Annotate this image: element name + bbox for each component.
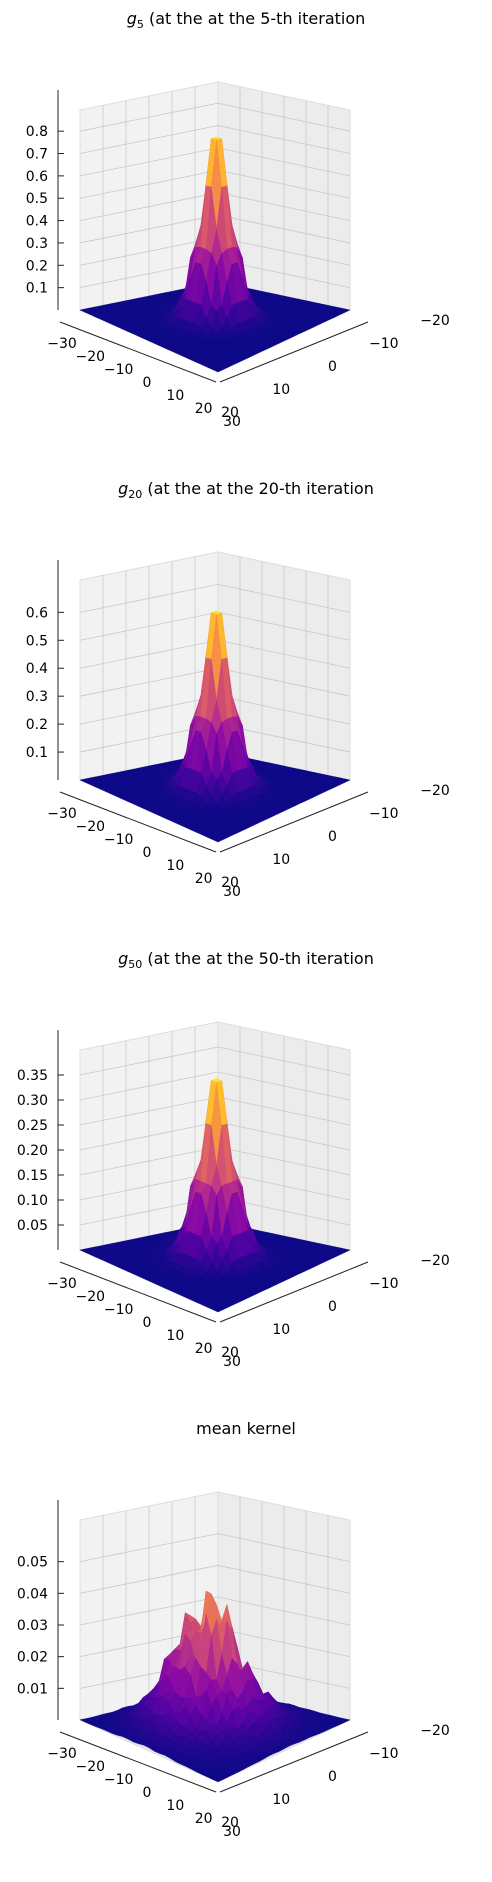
z-tick-label: 0.1 [26, 281, 48, 297]
z-tick-label: 0.35 [17, 1068, 48, 1084]
chart-title: g50 (at the at the 50-th iteration [118, 949, 374, 971]
z-tick-label: 0.20 [17, 1143, 48, 1159]
surface-plot-2: g20 (at the at the 20-th iteration 0.1 0.2… [0, 472, 492, 942]
x-tick-label: −30 [47, 1746, 77, 1762]
y-tick-label: 10 [272, 852, 290, 868]
y-tick-label: 10 [272, 1792, 290, 1808]
z-tick-label: 0.4 [26, 214, 48, 230]
z-tick-label: 0.04 [17, 1586, 48, 1602]
z-tick-label: 0.3 [26, 236, 48, 252]
y-tick-label: −10 [369, 1276, 399, 1292]
x-tick-label: −20 [76, 1759, 106, 1775]
x-tick-label: −10 [104, 1772, 134, 1788]
x-tick-label: 10 [166, 388, 184, 404]
x-tick-label: 0 [143, 375, 152, 391]
surface-plot-svg: mean kernel0.010.020.030.040.05−30−20−10… [0, 1412, 492, 1882]
y-tick-label: 20 [221, 405, 239, 421]
y-tick-label: −20 [420, 1253, 450, 1269]
z-tick-label: 0.15 [17, 1168, 48, 1184]
z-tick-label: 0.02 [17, 1650, 48, 1666]
y-tick-label: −20 [420, 783, 450, 799]
z-tick-label: 0.30 [17, 1093, 48, 1109]
z-tick-label: 0.7 [26, 147, 48, 163]
y-tick-label: 10 [272, 1322, 290, 1338]
z-tick-label: 0.6 [26, 605, 48, 621]
x-tick-label: 20 [195, 1811, 213, 1827]
x-tick-label: 0 [143, 1785, 152, 1801]
z-tick-label: 0.2 [26, 258, 48, 274]
y-tick-label: 10 [272, 382, 290, 398]
x-tick-label: 20 [195, 871, 213, 887]
x-tick-label: 0 [143, 845, 152, 861]
x-tick-label: 10 [166, 1798, 184, 1814]
y-tick-label: −20 [420, 1723, 450, 1739]
surface-plot-svg: g5 (at the at the 5-th iteration 0.1 0.2 0.… [0, 2, 492, 472]
surface-plot-svg: g50 (at the at the 50-th iteration 0.05 0.… [0, 942, 492, 1412]
x-tick-label: −20 [76, 819, 106, 835]
z-tick-label: 0.05 [17, 1555, 48, 1571]
y-tick-label: −10 [369, 1746, 399, 1762]
z-tick-label: 0.2 [26, 717, 48, 733]
surface-plot-3: g50 (at the at the 50-th iteration 0.05 0.… [0, 942, 492, 1412]
z-tick-label: 0.6 [26, 169, 48, 185]
z-tick-label: 0.3 [26, 689, 48, 705]
y-tick-label: 0 [328, 1299, 337, 1315]
z-tick-label: 0.4 [26, 661, 48, 677]
surface-plot-svg: g20 (at the at the 20-th iteration 0.1 0.2… [0, 472, 492, 942]
y-tick-label: 20 [221, 875, 239, 891]
x-tick-label: −30 [47, 806, 77, 822]
y-tick-label: 0 [328, 829, 337, 845]
y-tick-label: 20 [221, 1345, 239, 1361]
x-tick-label: −20 [76, 1289, 106, 1305]
x-tick-label: −30 [47, 1276, 77, 1292]
x-tick-label: −10 [104, 1302, 134, 1318]
y-tick-label: 0 [328, 359, 337, 375]
chart-title: g5 (at the at the 5-th iteration [127, 9, 366, 31]
x-tick-label: 10 [166, 858, 184, 874]
chart-title: g20 (at the at the 20-th iteration [118, 479, 374, 501]
x-tick-label: −10 [104, 832, 134, 848]
z-tick-label: 0.03 [17, 1618, 48, 1634]
x-tick-label: 20 [195, 1341, 213, 1357]
x-tick-label: 10 [166, 1328, 184, 1344]
y-tick-label: −10 [369, 336, 399, 352]
y-tick-label: −10 [369, 806, 399, 822]
z-tick-label: 0.01 [17, 1681, 48, 1697]
x-tick-label: −30 [47, 336, 77, 352]
x-tick-label: 20 [195, 401, 213, 417]
surface-plot-1: g5 (at the at the 5-th iteration 0.1 0.2 0.… [0, 2, 492, 472]
y-tick-label: 20 [221, 1815, 239, 1831]
z-tick-label: 0.05 [17, 1218, 48, 1234]
x-tick-label: −20 [76, 349, 106, 365]
z-tick-label: 0.8 [26, 124, 48, 140]
x-tick-label: 0 [143, 1315, 152, 1331]
z-tick-label: 0.5 [26, 191, 48, 207]
z-tick-label: 0.1 [26, 745, 48, 761]
y-tick-label: 0 [328, 1769, 337, 1785]
z-tick-label: 0.5 [26, 633, 48, 649]
x-tick-label: −10 [104, 362, 134, 378]
z-tick-label: 0.25 [17, 1118, 48, 1134]
z-tick-label: 0.10 [17, 1193, 48, 1209]
chart-title: mean kernel [196, 1419, 296, 1438]
y-tick-label: −20 [420, 313, 450, 329]
